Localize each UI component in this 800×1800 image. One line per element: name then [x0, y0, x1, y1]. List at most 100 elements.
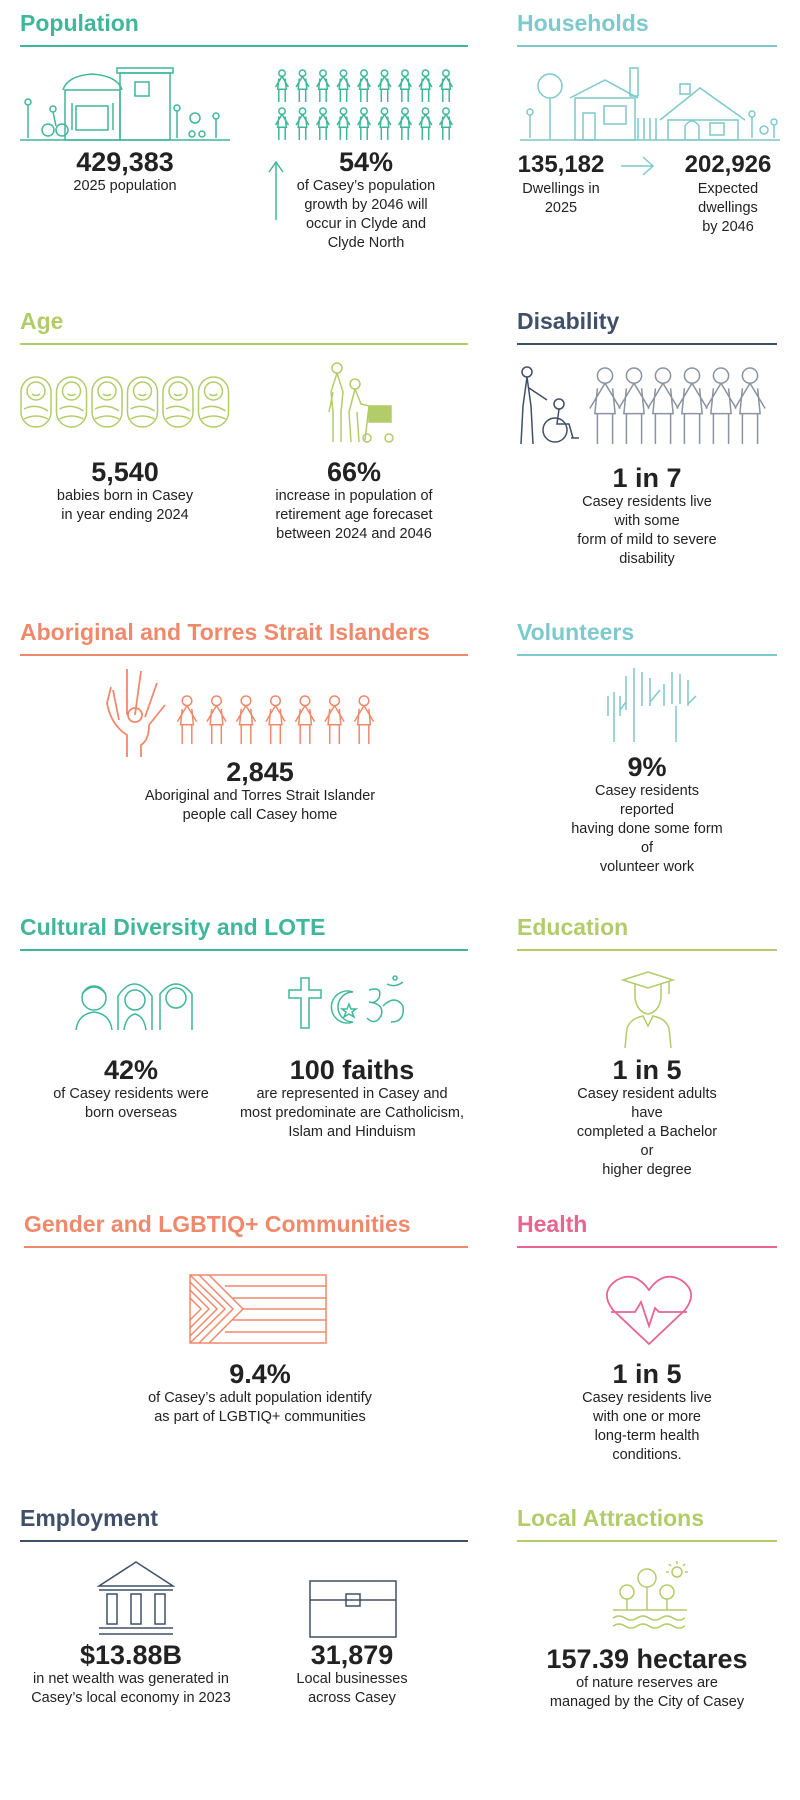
arrow-up-icon [268, 160, 284, 220]
heading-text: Education [517, 914, 629, 940]
bank-icon [96, 1560, 176, 1638]
elderly-couple-icon [325, 362, 400, 444]
stat-label-line: increase in population of [275, 488, 433, 504]
stat-value: 1 in 7 [612, 463, 682, 493]
person-figure-icon [377, 69, 392, 102]
person-figure-icon [438, 107, 454, 140]
stat-label-line: having done some form of [571, 821, 723, 856]
briefcase-icon [309, 1580, 397, 1638]
stat-value: 31,879 [310, 1640, 394, 1670]
heading-text: Households [517, 10, 649, 36]
person-figure-icon [705, 367, 737, 444]
stat-value: 100 faiths [289, 1055, 415, 1085]
stat-value: 54% [338, 147, 394, 177]
babies-icon [20, 375, 230, 430]
stat-label-line: higher degree [602, 1162, 692, 1178]
person-figure-icon [315, 69, 331, 102]
heart-pulse-icon [605, 1274, 693, 1346]
stat-label-line: Islam and Hinduism [288, 1124, 416, 1140]
person-figure-icon [336, 107, 351, 140]
stat-label-line: across Casey [308, 1690, 396, 1706]
stat-label-line: form of mild to severe disability [577, 532, 717, 567]
heading-text: Population [20, 10, 139, 36]
heading-text: Age [20, 308, 64, 334]
stat-value: 135,182 [517, 151, 605, 178]
heading-employment: Employment [20, 1505, 468, 1542]
stat-label-line: retirement age forecaset [275, 507, 433, 523]
stat-born-overseas: 42% of Casey residents were born oversea… [53, 1055, 209, 1123]
stat-babies: 5,540 babies born in Casey in year endin… [57, 457, 193, 525]
person-figure-icon [438, 69, 454, 102]
heading-cultural: Cultural Diversity and LOTE [20, 914, 468, 951]
person-figure-icon [397, 107, 413, 140]
person-figure-icon [265, 695, 286, 744]
person-figure-icon [324, 695, 345, 744]
person-figure-icon [618, 367, 650, 444]
people-row-icon [176, 694, 387, 746]
stat-label-line: volunteer work [599, 859, 695, 875]
faces-icon [74, 976, 199, 1031]
heading-population: Population [20, 10, 468, 47]
stat-value: 157.39 hectares [546, 1644, 748, 1674]
houses-icon [520, 67, 780, 143]
stat-dwellings-current: 135,182 Dwellings in 2025 [518, 150, 605, 218]
people-row-icon [589, 366, 770, 446]
heading-text: Employment [20, 1505, 159, 1531]
heading-text: Aboriginal and Torres Strait Islanders [20, 619, 430, 645]
heading-attractions: Local Attractions [517, 1505, 777, 1542]
stat-value: 1 in 5 [612, 1055, 682, 1085]
person-figure-icon [274, 107, 290, 140]
stat-label-line: Aboriginal and Torres Strait Islander [144, 788, 376, 804]
stat-population-total: 429,383 2025 population [73, 147, 176, 196]
heading-gender: Gender and LGBTIQ+ Communities [24, 1211, 468, 1248]
stat-label-line: babies born in Casey [56, 488, 194, 504]
baby-icon [197, 376, 230, 428]
stat-value: $13.88B [79, 1640, 183, 1670]
heading-health: Health [517, 1211, 777, 1248]
stat-label-line: long-term health conditions. [594, 1428, 700, 1463]
baby-icon [20, 376, 52, 428]
stat-label-line: Casey residents reported [595, 783, 699, 818]
heading-aboriginal: Aboriginal and Torres Strait Islanders [20, 619, 468, 656]
progress-flag-icon [189, 1274, 327, 1344]
baby-icon [126, 376, 159, 428]
graduate-icon [620, 970, 676, 1049]
heading-text: Volunteers [517, 619, 635, 645]
stat-value: 5,540 [91, 457, 159, 487]
nature-reserve-icon [611, 1561, 691, 1634]
stat-label-line: 2025 [544, 200, 578, 216]
person-figure-icon [356, 69, 372, 102]
person-figure-icon [206, 695, 227, 744]
stat-label-line: Clyde North [327, 235, 405, 251]
stat-label-line: Casey residents live with one or more [582, 1390, 712, 1425]
stat-retirement: 66% increase in population of retirement… [275, 457, 432, 544]
person-figure-icon [295, 107, 310, 140]
stat-value: 202,926 [684, 151, 772, 178]
stat-label-line: by 2046 [702, 219, 754, 235]
wheelchair-icon [517, 366, 772, 446]
person-figure-icon [377, 107, 392, 140]
stat-label-line: people call Casey home [182, 807, 338, 823]
stat-value: 42% [103, 1055, 159, 1085]
stat-label-line: born overseas [85, 1105, 177, 1121]
stat-label-line: in net wealth was generated in [33, 1671, 229, 1687]
stat-faiths: 100 faiths are represented in Casey and … [240, 1055, 464, 1142]
heading-text: Disability [517, 308, 620, 334]
heading-volunteers: Volunteers [517, 619, 777, 656]
stat-aboriginal: 2,845 Aboriginal and Torres Strait Islan… [145, 757, 375, 825]
stat-health: 1 in 5 Casey residents live with one or … [571, 1359, 724, 1465]
stat-label-line: Casey residents live with some [582, 494, 712, 529]
heading-text: Gender and LGBTIQ+ Communities [24, 1211, 411, 1237]
person-figure-icon [294, 695, 316, 744]
arrow-right-icon [621, 156, 655, 176]
stat-label-line: of nature reserves are [576, 1675, 718, 1691]
stat-education: 1 in 5 Casey resident adults have comple… [571, 1055, 724, 1180]
person-figure-icon [353, 695, 375, 744]
stat-label-line: occur in Clyde and [305, 216, 427, 232]
baby-icon [162, 376, 194, 428]
stat-volunteers: 9% Casey residents reported having done … [571, 752, 724, 877]
stat-value: 1 in 5 [612, 1359, 682, 1389]
stat-net-wealth: $13.88B in net wealth was generated in C… [31, 1640, 231, 1708]
stat-value: 429,383 [76, 147, 174, 177]
hand-icon [105, 665, 167, 760]
